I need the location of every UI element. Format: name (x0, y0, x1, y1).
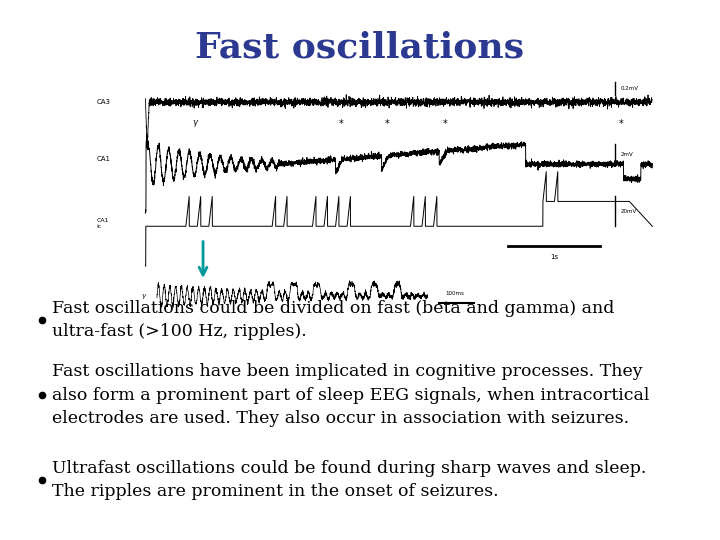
Text: Fast oscillations: Fast oscillations (195, 30, 525, 64)
Text: Fast oscillations could be divided on fast (beta and gamma) and
ultra-fast (>100: Fast oscillations could be divided on fa… (52, 300, 614, 340)
Text: 20mV: 20mV (621, 209, 637, 214)
Text: Fast oscillations have been implicated in cognitive processes. They
also form a : Fast oscillations have been implicated i… (52, 363, 649, 427)
Text: *: * (339, 119, 343, 130)
Text: CA1
ic: CA1 ic (96, 218, 109, 229)
Text: 2mV: 2mV (621, 152, 634, 157)
Text: γ: γ (141, 293, 145, 299)
Text: 100ms: 100ms (445, 291, 464, 296)
Text: *: * (618, 119, 623, 130)
Text: CA1: CA1 (96, 156, 110, 162)
Text: γ: γ (192, 118, 197, 127)
Text: Ultrafast oscillations could be found during sharp waves and sleep.
The ripples : Ultrafast oscillations could be found du… (52, 460, 647, 500)
Text: *: * (443, 119, 447, 130)
Text: CA3: CA3 (96, 99, 110, 105)
Text: 1s: 1s (550, 254, 559, 260)
Text: 0.2mV: 0.2mV (621, 86, 639, 91)
Text: *: * (385, 119, 390, 130)
